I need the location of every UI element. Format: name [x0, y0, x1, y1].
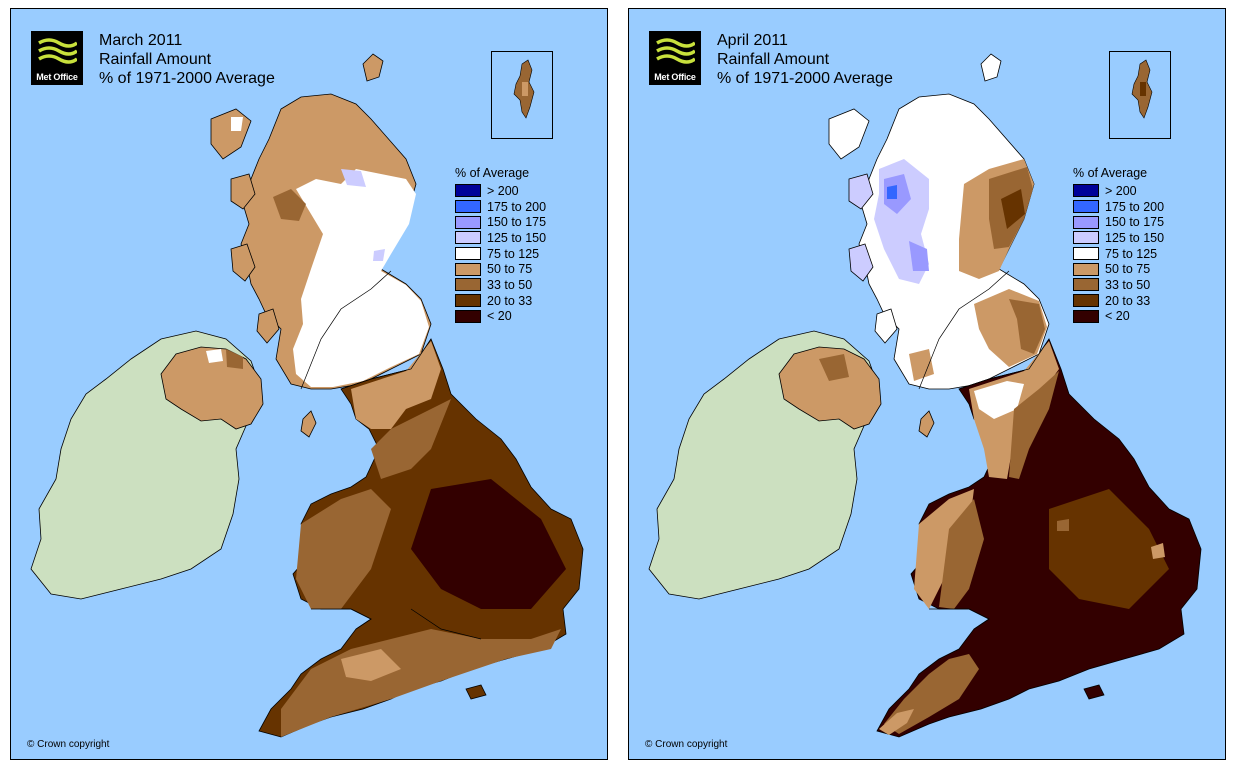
legend-label: 75 to 125	[487, 246, 540, 261]
legend-item: 125 to 150	[455, 230, 546, 246]
title-baseline: % of 1971-2000 Average	[99, 70, 275, 87]
met-office-waves-icon	[656, 38, 695, 64]
map-panel-april: Met Office April 2011 Rainfall Amount % …	[628, 8, 1226, 760]
legend-label: 175 to 200	[1105, 199, 1165, 214]
legend-item: > 200	[1073, 183, 1164, 199]
legend-swatch	[1073, 200, 1099, 214]
legend-swatch	[1073, 247, 1099, 261]
legend-item: > 200	[455, 183, 546, 199]
legend-title: % of Average	[455, 166, 530, 180]
shetland-map	[513, 59, 535, 119]
legend-swatch	[455, 294, 481, 308]
copyright-notice: © Crown copyright	[27, 739, 110, 750]
legend-item: 33 to 50	[1073, 277, 1164, 293]
legend-swatch	[455, 309, 481, 323]
legend-title: % of Average	[1073, 166, 1148, 180]
legend-item: < 20	[455, 309, 546, 325]
met-office-logo: Met Office	[31, 31, 83, 85]
title-variable: Rainfall Amount	[717, 51, 830, 68]
legend-label: 125 to 150	[1105, 230, 1165, 245]
england-wales-landmass	[876, 338, 1202, 738]
legend-item: 50 to 75	[1073, 261, 1164, 277]
legend-label: 75 to 125	[1105, 246, 1158, 261]
map-title: March 2011 Rainfall Amount % of 1971-200…	[99, 31, 275, 88]
legend-label: > 200	[487, 183, 519, 198]
map-title: April 2011 Rainfall Amount % of 1971-200…	[717, 31, 893, 88]
legend-item: 20 to 33	[455, 293, 546, 309]
legend-swatch	[1073, 309, 1099, 323]
legend-item: 33 to 50	[455, 277, 546, 293]
legend-label: 33 to 50	[487, 277, 533, 292]
legend: % of Average > 200 175 to 200 150 to 175…	[1073, 166, 1164, 324]
legend-label: > 200	[1105, 183, 1137, 198]
legend-swatch	[455, 184, 481, 198]
legend-item: < 20	[1073, 309, 1164, 325]
legend-swatch	[1073, 215, 1099, 229]
legend-item: 75 to 125	[455, 246, 546, 262]
legend-item: 50 to 75	[455, 261, 546, 277]
legend-label: < 20	[487, 309, 512, 324]
legend-label: 150 to 175	[1105, 215, 1165, 230]
map-panel-march: Met Office March 2011 Rainfall Amount % …	[10, 8, 608, 760]
copyright-notice: © Crown copyright	[645, 739, 728, 750]
title-variable: Rainfall Amount	[99, 51, 212, 68]
legend-item: 150 to 175	[455, 214, 546, 230]
rainfall-map-march	[30, 53, 584, 738]
legend-swatch	[1073, 184, 1099, 198]
legend-label: 33 to 50	[1105, 277, 1151, 292]
title-baseline: % of 1971-2000 Average	[717, 70, 893, 87]
legend-label: 50 to 75	[1105, 262, 1151, 277]
legend-label: < 20	[1105, 309, 1130, 324]
legend-swatch	[1073, 278, 1099, 292]
legend-item: 150 to 175	[1073, 214, 1164, 230]
shetland-map	[1131, 59, 1153, 119]
met-office-logo: Met Office	[649, 31, 701, 85]
legend-item: 175 to 200	[1073, 199, 1164, 215]
legend-swatch	[1073, 294, 1099, 308]
legend-item: 75 to 125	[1073, 246, 1164, 262]
legend-swatch	[455, 200, 481, 214]
logo-text: Met Office	[36, 72, 78, 82]
legend-swatch	[1073, 231, 1099, 245]
legend-item: 20 to 33	[1073, 293, 1164, 309]
shetland-inset	[1109, 51, 1171, 139]
legend-swatch	[455, 215, 481, 229]
legend-label: 175 to 200	[487, 199, 547, 214]
legend-swatch	[455, 231, 481, 245]
legend-swatch	[455, 278, 481, 292]
shetland-inset	[491, 51, 553, 139]
legend-label: 125 to 150	[487, 230, 547, 245]
legend-label: 150 to 175	[487, 215, 547, 230]
legend-label: 50 to 75	[487, 262, 533, 277]
rainfall-map-april	[648, 53, 1202, 738]
logo-text: Met Office	[654, 72, 696, 82]
legend-swatch	[455, 262, 481, 276]
legend-item: 125 to 150	[1073, 230, 1164, 246]
title-month: March 2011	[99, 32, 183, 49]
legend-label: 20 to 33	[1105, 293, 1151, 308]
title-month: April 2011	[717, 32, 788, 49]
legend-item: 175 to 200	[455, 199, 546, 215]
legend-label: 20 to 33	[487, 293, 533, 308]
legend-swatch	[1073, 262, 1099, 276]
legend-swatch	[455, 247, 481, 261]
legend: % of Average > 200 175 to 200 150 to 175…	[455, 166, 546, 324]
northern-ireland	[778, 346, 882, 430]
met-office-waves-icon	[38, 38, 77, 64]
